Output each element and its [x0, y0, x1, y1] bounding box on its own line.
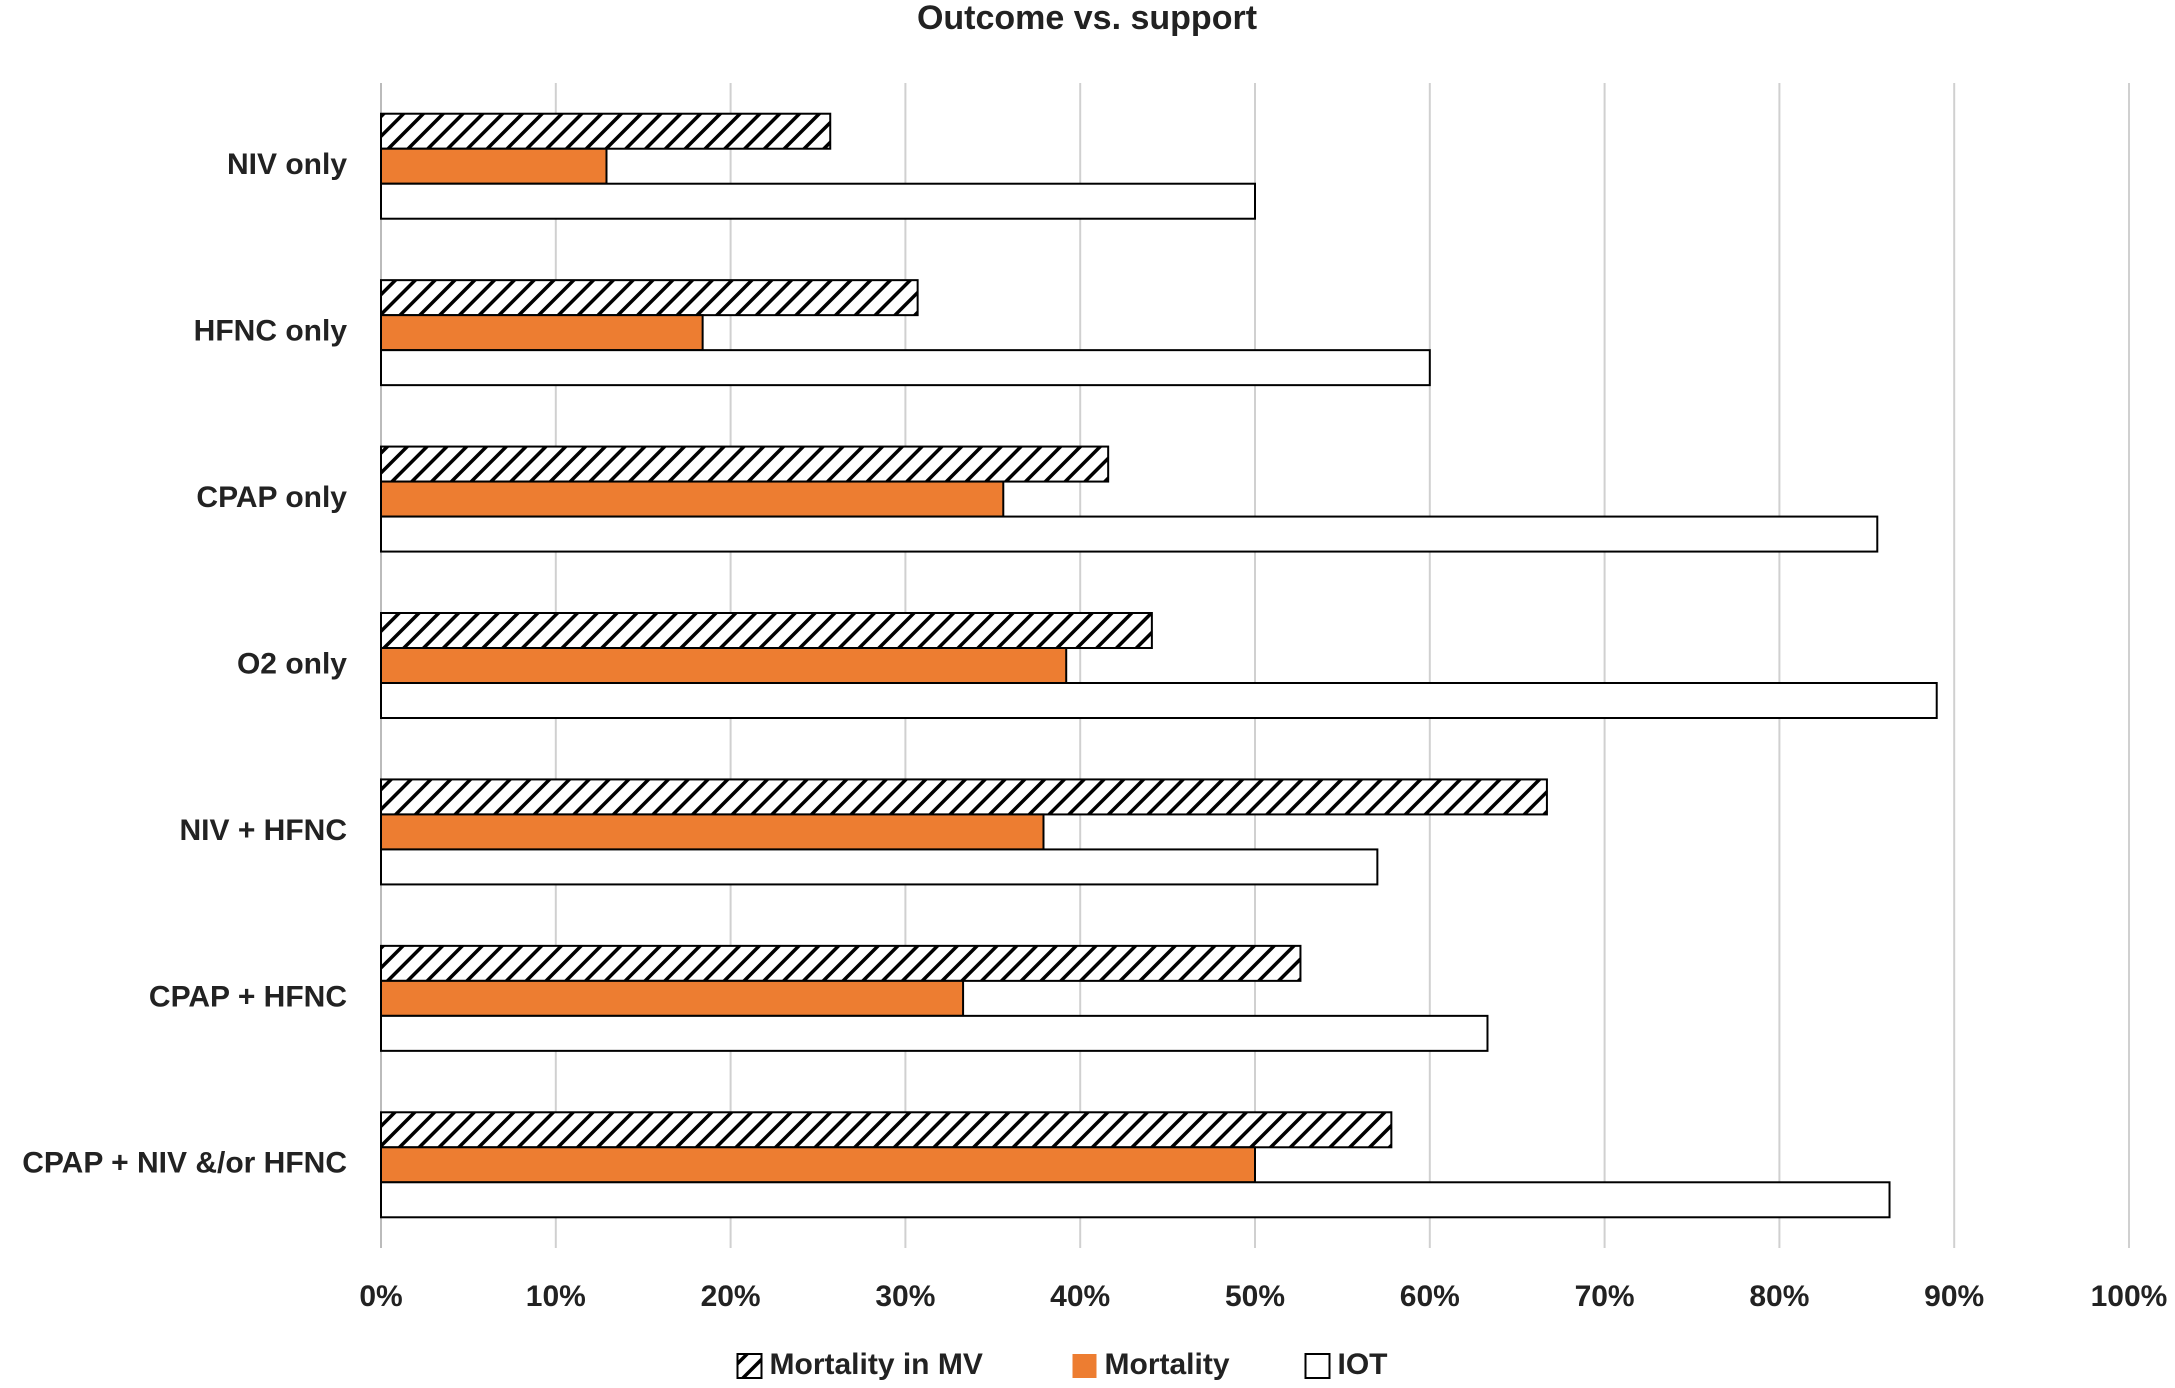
bar	[380, 1181, 1891, 1219]
legend-swatch	[736, 1353, 763, 1379]
bar	[380, 279, 919, 317]
bar	[380, 979, 965, 1017]
bar	[380, 647, 1068, 684]
x-tick-label: 40%	[1050, 1280, 1110, 1313]
y-tick-label: CPAP + HFNC	[149, 980, 347, 1013]
x-tick-label: 80%	[1749, 1280, 1809, 1313]
x-tick-label: 60%	[1400, 1280, 1460, 1313]
bar	[380, 813, 1045, 851]
y-tick-label: HFNC only	[194, 315, 348, 348]
bar	[380, 682, 1938, 719]
x-tick-label: 10%	[526, 1280, 586, 1313]
bar	[380, 1014, 1489, 1052]
bar	[380, 445, 1110, 483]
y-tick-label: NIV + HFNC	[179, 814, 347, 847]
x-tick-label: 70%	[1575, 1280, 1635, 1313]
legend-label: IOT	[1338, 1348, 1388, 1381]
bar	[380, 944, 1302, 982]
bar	[380, 612, 1153, 649]
x-tick-label: 20%	[701, 1280, 761, 1313]
bar	[380, 314, 704, 352]
x-tick-label: 90%	[1924, 1280, 1984, 1313]
y-tick-label: CPAP + NIV &/or HFNC	[22, 1147, 347, 1180]
bar	[380, 848, 1379, 886]
bar	[380, 1146, 1256, 1184]
legend-swatch	[1304, 1353, 1331, 1379]
bar	[380, 515, 1879, 553]
x-tick-label: 30%	[875, 1280, 935, 1313]
chart-title: Outcome vs. support	[917, 0, 1257, 37]
legend-label: Mortality in MV	[770, 1348, 983, 1381]
bar	[380, 778, 1548, 816]
y-tick-label: CPAP only	[196, 481, 347, 514]
legend-swatch	[1072, 1354, 1097, 1378]
bar	[380, 182, 1256, 220]
bar	[380, 349, 1431, 387]
y-tick-label: O2 only	[237, 647, 347, 680]
legend-label: Mortality	[1105, 1348, 1230, 1381]
x-tick-label: 100%	[2091, 1280, 2168, 1313]
y-tick-label: NIV only	[227, 148, 347, 181]
bar	[380, 1111, 1393, 1149]
bar	[380, 480, 1005, 518]
bar	[380, 147, 608, 185]
bar	[380, 112, 832, 150]
x-tick-label: 50%	[1225, 1280, 1285, 1313]
x-tick-label: 0%	[359, 1280, 402, 1313]
